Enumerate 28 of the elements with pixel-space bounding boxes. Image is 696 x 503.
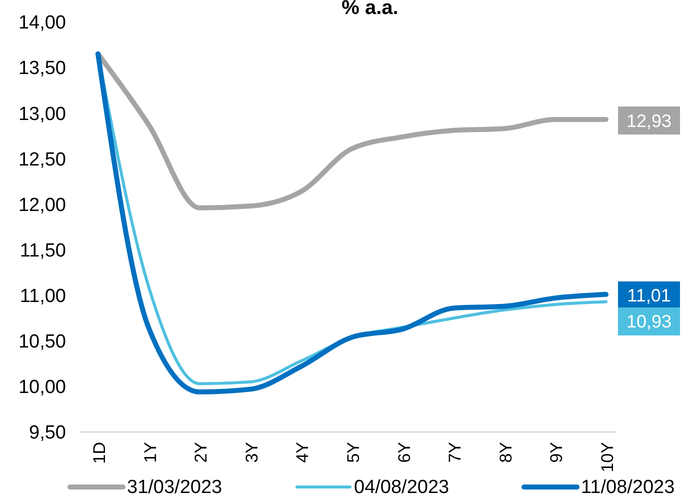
x-tick-label: 1Y xyxy=(140,442,160,463)
x-tick-label: 1D xyxy=(90,442,109,464)
y-tick-label: 11,50 xyxy=(20,240,66,262)
data-label: 12,93 xyxy=(626,110,672,131)
y-tick-label: 10,50 xyxy=(18,332,66,353)
y-tick-label: 12,50 xyxy=(18,149,66,170)
x-tick-label: 9Y xyxy=(547,442,566,463)
x-tick-label: 8Y xyxy=(496,442,516,463)
legend-label: 04/08/2023 xyxy=(354,477,450,498)
y-tick-label: 14,00 xyxy=(18,12,66,34)
y-tick-label: 12,00 xyxy=(18,194,66,216)
x-tick-label: 5Y xyxy=(344,442,363,463)
x-tick-label: 3Y xyxy=(242,442,262,463)
chart-title: % a.a. xyxy=(342,0,398,19)
data-label: 10,93 xyxy=(626,312,672,332)
x-tick-label: 6Y xyxy=(394,442,414,463)
x-tick-label: 4Y xyxy=(293,442,312,463)
x-tick-label: 2Y xyxy=(192,442,211,463)
legend-label: 31/03/2023 xyxy=(127,477,222,498)
y-tick-label: 11,00 xyxy=(20,286,66,307)
y-tick-label: 13,50 xyxy=(18,58,66,80)
y-tick-label: 13,00 xyxy=(18,104,66,125)
y-tick-label: 10,00 xyxy=(18,377,66,398)
legend-label: 11/08/2023 xyxy=(581,477,675,498)
y-tick-label: 9,50 xyxy=(29,422,66,444)
x-tick-label: 10Y xyxy=(598,442,617,472)
data-label: 11,01 xyxy=(627,286,671,306)
x-tick-label: 7Y xyxy=(446,442,465,463)
